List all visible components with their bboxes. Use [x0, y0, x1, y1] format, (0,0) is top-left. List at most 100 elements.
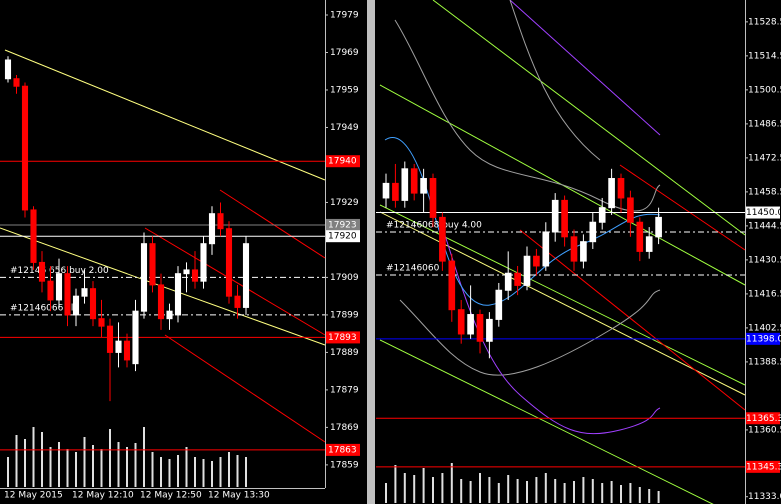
y-tick-label: 11388.5: [748, 357, 781, 367]
volume-bar: [648, 489, 651, 503]
volume-bar: [66, 449, 69, 487]
volume-bar: [497, 483, 500, 503]
candle-body: [234, 295, 241, 308]
y-tick-label: 11360.5: [748, 425, 781, 435]
volume-bar: [177, 455, 179, 487]
trend-line: [379, 339, 714, 504]
volume-bar: [516, 479, 519, 503]
candle-body: [72, 295, 80, 316]
volume-bar: [601, 483, 604, 503]
y-tick-label: 11472.5: [748, 153, 781, 163]
x-tick-label: 12 May 2015: [4, 491, 63, 501]
trend-line: [509, 0, 661, 136]
level-tag: [326, 331, 360, 344]
candle-body: [476, 314, 484, 342]
candle-body: [174, 273, 182, 316]
candle-body: [132, 310, 139, 365]
volume-bar: [657, 491, 660, 503]
candle-body: [589, 221, 597, 243]
candle-body: [89, 288, 97, 320]
order-label: #12146060: [386, 263, 440, 273]
volume-bar: [591, 479, 594, 503]
volume-bar: [507, 475, 510, 503]
candle-body: [561, 199, 568, 238]
y-tick-label: 11402.5: [748, 323, 781, 333]
x-tick-label: 12 May 12:50: [140, 491, 202, 501]
candle-body: [523, 255, 531, 286]
volume-bar: [202, 459, 205, 487]
volume-bar: [7, 457, 9, 487]
y-tick-label: 17929: [330, 198, 359, 208]
candle-body: [504, 272, 512, 291]
channel-line: [164, 334, 326, 443]
candle-body: [514, 272, 521, 286]
candle-body: [30, 209, 37, 263]
candle-body: [191, 269, 199, 282]
volume-bar: [422, 468, 425, 503]
volume-bar: [58, 442, 60, 487]
volume-bar: [573, 481, 575, 503]
order-label: #12146068 buy 4.00: [386, 220, 482, 230]
candle-body: [410, 168, 418, 194]
volume-bar: [554, 479, 557, 503]
volume-bar: [620, 485, 622, 503]
volume-bar: [160, 457, 162, 487]
y-tick-label: 11416.5: [748, 289, 781, 299]
channel-line: [144, 227, 326, 336]
level-label: 17940: [328, 157, 357, 167]
band-line: [399, 289, 661, 376]
channel-line: [219, 189, 326, 259]
candle-body: [636, 221, 644, 252]
candle-body: [64, 273, 71, 316]
candle-body: [200, 243, 207, 282]
candle-body: [217, 213, 224, 230]
volume-bar: [610, 481, 613, 503]
candle-body: [382, 182, 390, 199]
volume-bar: [168, 459, 171, 487]
level-label: 17863: [328, 445, 357, 455]
level-tag: [746, 332, 780, 345]
volume-bar: [563, 483, 566, 503]
candle-body: [55, 273, 63, 301]
level-label: 11345.3: [746, 462, 781, 472]
level-tag: [746, 412, 780, 425]
level-label: 11365.3: [746, 414, 781, 424]
volume-bar: [526, 481, 528, 503]
volume-bar: [245, 457, 247, 487]
order-label: #12146066 sl: [10, 303, 73, 313]
candle-body: [225, 228, 233, 297]
volume-bar: [629, 483, 632, 503]
candle-body: [208, 213, 216, 245]
candle-body: [13, 78, 20, 87]
candle-body: [242, 243, 250, 308]
trend-line: [432, 0, 746, 236]
y-tick-label: 11333.0: [748, 492, 781, 502]
y-tick-label: 11458.5: [748, 187, 781, 197]
candle-body: [627, 197, 634, 223]
volume-bar: [582, 477, 585, 503]
volume-bar: [488, 477, 491, 503]
level-label: 17893: [328, 333, 357, 343]
y-tick-label: 17869: [330, 423, 359, 433]
level-tag: [326, 218, 360, 231]
y-tick-label: 17909: [330, 273, 359, 283]
volume-bar: [126, 447, 128, 487]
candle-body: [655, 216, 662, 238]
y-tick-label: 17889: [330, 348, 359, 358]
candle-body: [4, 59, 12, 80]
candle-body: [570, 236, 578, 262]
level-tag: [746, 206, 780, 219]
volume-bar: [109, 429, 111, 487]
volume-bar: [228, 452, 230, 487]
channel-line: [519, 229, 746, 411]
candle-body: [495, 289, 503, 320]
candle-body: [115, 340, 122, 353]
volume-bar: [460, 479, 463, 503]
level-tag: [326, 443, 360, 456]
volume-bar: [441, 473, 444, 503]
volume-bar: [15, 435, 18, 487]
candle-body: [149, 243, 156, 286]
candle-body: [467, 314, 474, 335]
candle-body: [392, 182, 399, 201]
level-tag: [746, 460, 780, 473]
